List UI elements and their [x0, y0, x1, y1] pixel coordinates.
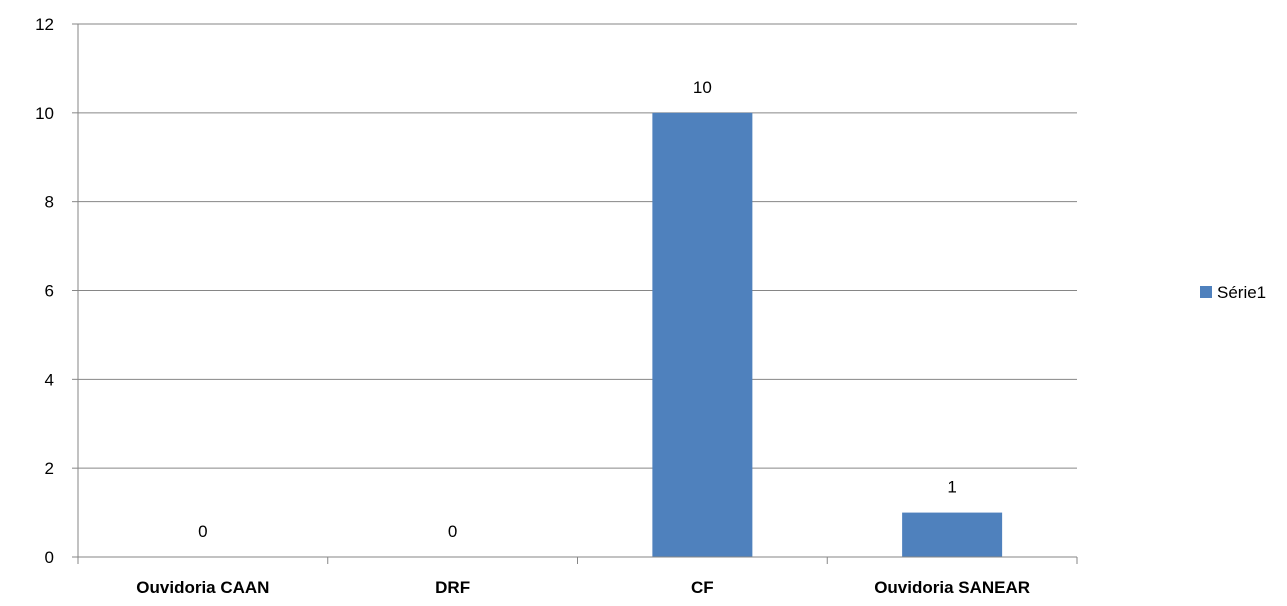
gridlines [78, 23, 1077, 469]
bar-cf [652, 112, 753, 557]
legend-swatch [1200, 286, 1212, 298]
y-tick-label: 6 [45, 282, 54, 301]
x-tick-label: Ouvidoria SANEAR [874, 578, 1030, 597]
x-tick-label: Ouvidoria CAAN [136, 578, 269, 597]
bar-ouvidoria-sanear [902, 512, 1003, 557]
x-tick-label: CF [691, 578, 714, 597]
y-tick-label: 4 [45, 370, 54, 389]
y-tick-label: 2 [45, 459, 54, 478]
legend: Série1 [1200, 283, 1266, 302]
y-tick-label: 10 [35, 104, 54, 123]
x-tick-label: DRF [435, 578, 470, 597]
y-tick-label: 8 [45, 193, 54, 212]
data-label: 10 [693, 78, 712, 97]
y-tick-label: 0 [45, 548, 54, 567]
y-tick-label: 12 [35, 15, 54, 34]
legend-label: Série1 [1217, 283, 1266, 302]
bars [652, 112, 1003, 557]
data-labels: 0 0 10 1 [198, 78, 957, 541]
data-label: 1 [947, 478, 956, 497]
data-label: 0 [198, 522, 207, 541]
data-label: 0 [448, 522, 457, 541]
